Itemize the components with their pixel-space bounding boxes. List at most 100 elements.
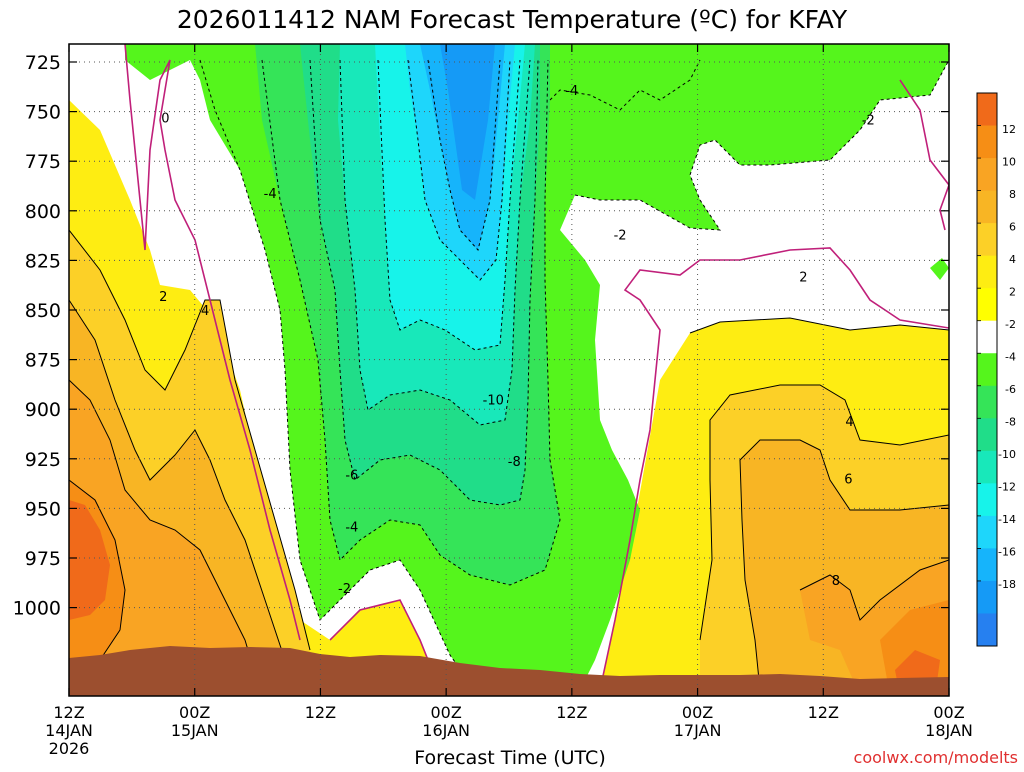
colorbar-swatch [977,320,997,354]
contour-plus2-left [69,229,311,651]
contour-label: 0 [161,112,169,127]
colorbar-label: -2 [1005,318,1016,331]
freezing-line-left [124,44,301,641]
colorbar-swatch [977,385,997,419]
y-tick-label: 950 [25,498,61,520]
contour-plus6-left [69,379,261,691]
x-tick-time: 00Z [430,703,461,722]
contour-minus14 [407,59,511,281]
contour-label: -4 [345,520,358,535]
freezing-line-far-right [899,79,949,231]
colorbar-label: -6 [1005,383,1016,396]
colorbar-swatch [977,223,997,257]
colorbar-label: -10 [998,448,1016,461]
y-tick-label: 775 [25,151,61,173]
colorbar-label: -12 [998,481,1016,494]
contour-label: 4 [201,304,209,319]
contour-label: -10 [483,393,504,408]
contour-label: 8 [832,574,840,589]
colorbar-swatch [977,93,997,127]
credit-link[interactable]: coolwx.com/modelts [854,748,1018,767]
field-minus18 [440,44,495,200]
colorbar-swatch [977,613,997,647]
y-tick-label: 825 [25,250,61,272]
contour-label: 2 [799,270,807,285]
colorbar-swatch [977,450,997,484]
freezing-line-right [599,247,949,691]
colorbar-label: 4 [1009,253,1016,266]
contour-plus4-left [69,299,286,661]
colorbar-label: -14 [998,513,1016,526]
contour-label: -2 [338,582,351,597]
x-tick-time: 00Z [179,703,210,722]
contour-label: -8 [508,455,521,470]
y-tick-label: 975 [25,548,61,570]
colorbar-frame [976,92,998,647]
y-tick-label: 750 [25,102,61,124]
contour-minus4-left [199,59,476,691]
x-tick-year: 2026 [49,739,90,758]
x-tick-time: 12Z [556,703,587,722]
contour-minus12 [377,59,521,351]
y-tick-label: 1000 [13,598,61,620]
contour-minus16 [427,59,501,252]
colorbar-label: -8 [1005,416,1016,429]
contour-label: 2 [159,290,167,305]
colorbar-swatch [977,548,997,582]
y-tick-label: 850 [25,300,61,322]
colorbar-swatch [977,418,997,452]
colorbar-label: 10 [1002,155,1016,168]
x-tick-date: 17JAN [674,721,722,740]
contour-label: -4 [565,84,578,99]
colorbar-swatch [977,353,997,387]
x-tick-date: 14JAN [45,721,93,740]
contour-plus8-right [799,559,949,621]
colorbar-swatch [977,158,997,192]
contour-label: 6 [844,473,852,488]
contour-labels: 0 -4 2 4 -10 -8 -6 -4 -2 -4 -2 -2 2 4 6 8 [159,84,875,597]
x-tick-time: 12Z [305,703,336,722]
contour-label: -4 [264,187,277,202]
contour-lines [69,59,949,691]
colorbar-label: 6 [1009,220,1016,233]
plot-frame [68,43,950,697]
contour-plus2-right [689,317,949,334]
contour-label: -2 [614,229,627,244]
x-tick-time: 12Z [808,703,839,722]
colorbar-swatch [977,190,997,224]
colorbar-swatch [977,125,997,159]
y-tick-label: 925 [25,449,61,471]
contour-minus8 [309,59,539,506]
colorbar-swatch [977,288,997,322]
colorbar-label: -18 [998,578,1016,591]
colorbar-label: -16 [998,546,1016,559]
contour-label: 4 [845,415,853,430]
colorbar-swatch [977,483,997,517]
colorbar-swatch [977,580,997,614]
x-tick-date: 18JAN [925,721,973,740]
x-tick-time: 12Z [53,703,84,722]
x-tick-time: 00Z [682,703,713,722]
x-tick-date: 16JAN [422,721,470,740]
grid-lines [69,44,949,696]
y-tick-label: 875 [25,350,61,372]
freezing-lines [124,44,949,691]
colorbar-label: 8 [1009,188,1016,201]
colorbar: 12 10 8 6 4 2 -2 -4 -6 -8 -10 -12 -14 -16 -18 [976,92,1016,647]
contour-label: -6 [345,469,358,484]
plot-field [69,44,949,696]
colorbar-swatch [977,515,997,549]
x-tick-date: 15JAN [171,721,219,740]
field-plus12-left [69,500,110,620]
chart-title: 2026011412 NAM Forecast Temperature (ºC)… [177,5,848,34]
contour-plus6-right [739,439,949,691]
x-axis-label: Forecast Time (UTC) [414,747,605,768]
y-axis: 725 750 775 800 825 850 875 900 925 950 975 1000 [13,52,949,620]
colorbar-label: 12 [1002,123,1016,136]
terrain-ground [69,646,949,696]
y-tick-label: 800 [25,201,61,223]
y-tick-label: 725 [25,52,61,74]
